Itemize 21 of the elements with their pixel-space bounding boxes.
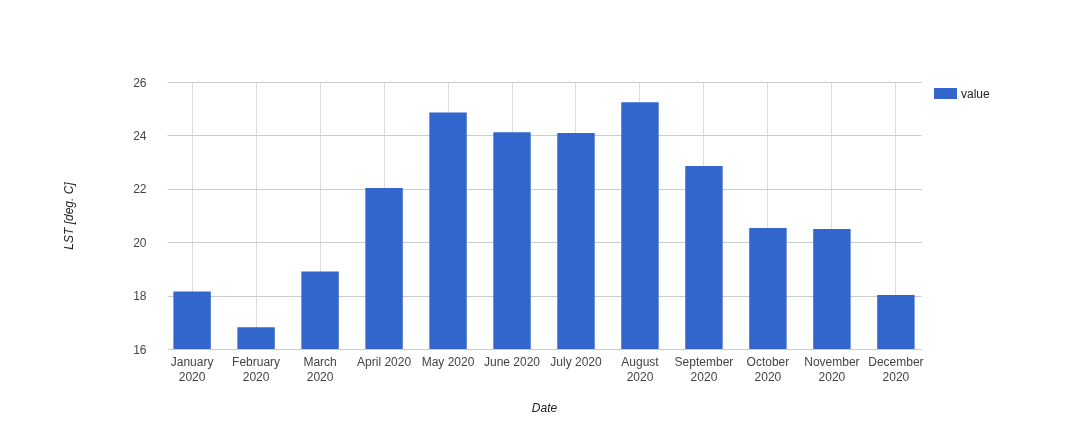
y-tick-label: 16 xyxy=(133,342,147,357)
x-tick-label: February 2020 xyxy=(232,354,281,384)
x-tick-label: October 2020 xyxy=(746,354,790,384)
y-tick-label: 20 xyxy=(133,235,147,250)
x-tick-label: August 2020 xyxy=(621,354,660,384)
x-tick-label: January 2020 xyxy=(170,354,214,384)
y-tick-label: 26 xyxy=(133,75,147,90)
y-axis-title: LST [deg. C] xyxy=(61,181,76,250)
x-axis-title: Date xyxy=(531,400,558,415)
x-tick-label: December 2020 xyxy=(868,354,924,384)
x-tick-label: April 2020 xyxy=(357,354,412,369)
x-tick-label: July 2020 xyxy=(550,354,602,369)
x-tick-label: September 2020 xyxy=(674,354,734,384)
x-tick-label: May 2020 xyxy=(421,354,475,369)
y-tick-label: 22 xyxy=(133,182,147,197)
x-tick-label: March 2020 xyxy=(303,354,337,384)
legend-label: value xyxy=(961,86,991,101)
y-tick-label: 24 xyxy=(133,128,147,143)
x-tick-label: June 2020 xyxy=(483,354,541,369)
x-tick-label: November 2020 xyxy=(804,354,860,384)
y-tick-label: 18 xyxy=(133,289,147,304)
